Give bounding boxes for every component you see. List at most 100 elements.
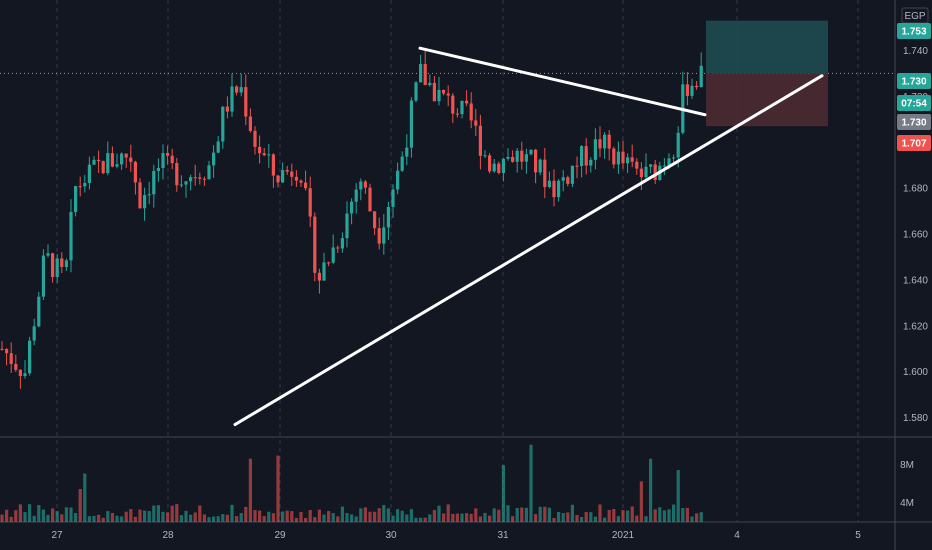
volume-bar	[626, 510, 630, 522]
volume-bar	[492, 508, 496, 522]
candle-body	[74, 186, 78, 212]
candle-body	[170, 155, 174, 164]
y-tick-label: 1.620	[903, 321, 928, 332]
volume-bar	[419, 517, 423, 522]
volume-bar	[455, 513, 459, 522]
candle-body	[276, 175, 280, 183]
candle-body	[285, 170, 289, 172]
candle	[414, 81, 418, 103]
volume-bar	[534, 514, 538, 522]
candle-body	[561, 177, 565, 181]
volume-bar	[248, 458, 252, 522]
volume-bar	[133, 516, 137, 522]
candle-body	[534, 149, 538, 173]
candle	[281, 162, 285, 184]
volume-bar	[235, 516, 239, 522]
volume-bar	[161, 511, 165, 522]
candle	[152, 164, 156, 208]
candle	[124, 153, 128, 168]
candle-body	[511, 156, 515, 162]
candle	[327, 261, 331, 267]
candle	[143, 187, 147, 221]
candle	[198, 172, 202, 185]
candle-body	[294, 176, 298, 181]
candle-body	[437, 89, 441, 102]
candle	[156, 158, 160, 182]
candle	[120, 152, 124, 170]
candle-body	[60, 258, 64, 267]
candle	[138, 178, 142, 209]
candle	[83, 174, 87, 193]
candle	[28, 336, 32, 376]
candle-body	[267, 154, 271, 156]
long-position-zones[interactable]	[706, 20, 828, 127]
volume-bar	[170, 505, 174, 522]
volume-bar	[437, 505, 441, 522]
trendlines[interactable]	[233, 46, 824, 427]
volume-bar	[225, 514, 229, 522]
volume-bar	[308, 510, 312, 522]
volume-bar	[607, 510, 611, 522]
candle	[64, 258, 68, 271]
candle	[110, 146, 114, 168]
volume-bar	[603, 517, 607, 522]
candle	[115, 153, 119, 169]
candle-body	[354, 189, 358, 202]
volume-bar	[396, 509, 400, 522]
candle	[593, 128, 597, 170]
candle-body	[419, 63, 423, 83]
trendline-lower-support[interactable]	[233, 74, 824, 427]
candle-body	[110, 153, 114, 167]
candle-body	[685, 84, 689, 96]
candle-body	[299, 180, 303, 183]
candle	[534, 148, 538, 184]
volume-bar	[635, 515, 639, 522]
target-zone[interactable]	[706, 20, 828, 74]
candle-body	[676, 132, 680, 158]
volume-bar	[64, 507, 68, 522]
candle	[304, 170, 308, 191]
currency-label: EGP	[904, 11, 925, 22]
candle	[359, 178, 363, 201]
candle	[46, 244, 50, 258]
volume-bar	[529, 444, 533, 522]
candlestick-series	[0, 50, 703, 390]
candle-body	[520, 150, 524, 162]
candle	[331, 234, 335, 264]
candle	[244, 74, 248, 125]
candle-body	[667, 158, 671, 166]
volume-bar	[639, 481, 643, 522]
candle-body	[428, 82, 432, 86]
stop-zone[interactable]	[706, 73, 828, 127]
volume-bar	[124, 511, 128, 522]
candle	[193, 164, 197, 186]
volume-bar	[74, 512, 78, 522]
volume-bar	[166, 512, 170, 522]
candle	[170, 148, 174, 170]
trendline-upper-resistance[interactable]	[418, 46, 707, 117]
candle-body	[492, 163, 496, 172]
candle	[9, 342, 13, 373]
volume-bar	[511, 516, 515, 522]
candle	[672, 154, 676, 163]
candle-body	[143, 195, 147, 209]
candle	[322, 252, 326, 281]
volume-bar	[469, 513, 473, 522]
volume-bar	[382, 504, 386, 522]
candle	[419, 54, 423, 83]
price-badges: EGP 1.753 1.730 07:54 1.730 1.707	[897, 7, 931, 151]
candle-body	[225, 106, 229, 112]
candle	[589, 157, 593, 173]
candle	[501, 157, 505, 182]
volume-bar	[478, 516, 482, 522]
candle-body	[409, 100, 413, 148]
volume-bar	[304, 517, 308, 522]
candle	[570, 165, 574, 187]
candle	[607, 129, 611, 161]
candle	[166, 145, 170, 165]
candle-body	[474, 120, 478, 126]
y-tick-label: 1.600	[903, 367, 928, 378]
volume-bar	[621, 510, 625, 522]
volume-bar	[497, 509, 501, 522]
